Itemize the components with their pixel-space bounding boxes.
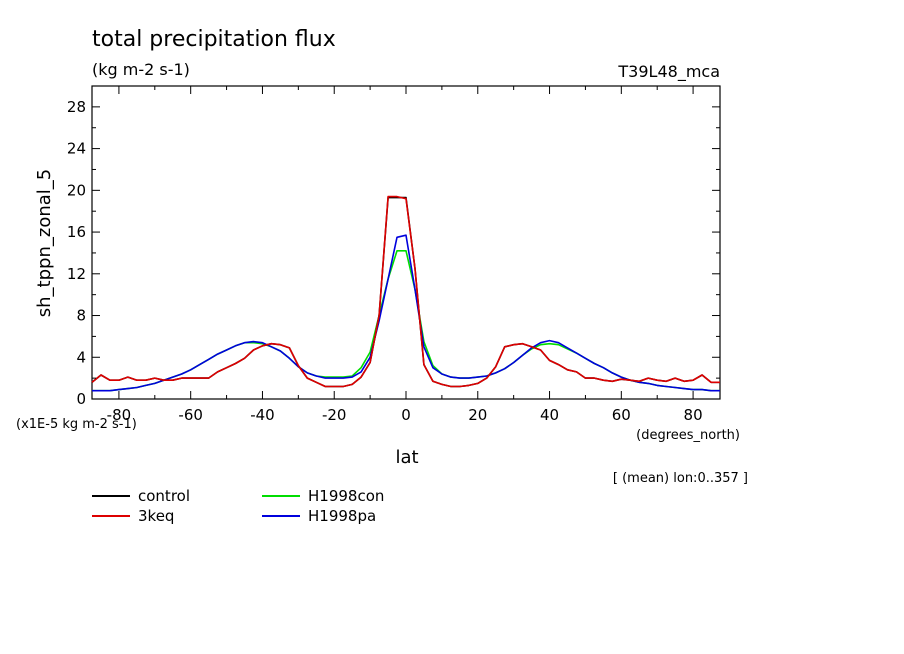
legend-label-h1998con: H1998con [308,487,384,505]
legend: control 3keq H1998con H1998pa [92,487,384,525]
x-tick-label: -40 [250,406,275,424]
y-tick-label: 0 [76,390,86,408]
legend-item-h1998con: H1998con [262,487,384,505]
legend-label-control: control [138,487,190,505]
series-line-3keq [91,195,720,388]
experiment-label: T39L48_mca [617,62,720,82]
chart-subtitle: (kg m-2 s-1) [92,60,190,79]
series-line-h1998con [92,250,720,392]
y-tick-label: 4 [76,348,86,366]
x-tick-label: 60 [612,406,631,424]
legend-item-h1998pa: H1998pa [262,507,376,525]
x-tick-label: -60 [178,406,203,424]
y-axis-label: sh_tppn_zonal_5 [34,169,55,317]
y-axis-units: (x1E-5 kg m-2 s-1) [16,417,137,432]
x-axis-units: (degrees_north) [636,428,740,443]
y-tick-label: 12 [67,265,86,283]
y-tick-label: 20 [67,181,86,199]
legend-label-h1998pa: H1998pa [308,507,376,525]
x-tick-label: -80 [107,406,132,424]
x-tick-label: -20 [322,406,347,424]
plot-area [91,195,720,392]
y-tick-label: 28 [67,98,86,116]
y-tick-label: 8 [76,307,86,325]
legend-item-control: control [92,487,190,505]
legend-item-3keq: 3keq [92,507,174,525]
x-tick-label: 0 [401,406,411,424]
footnote: [ (mean) lon:0..357 ] [613,471,748,486]
x-tick-label: 80 [684,406,703,424]
series-line-h1998pa [92,234,720,392]
x-tick-label: 40 [540,406,559,424]
axis-ticks: 0 4 8 12 16 20 24 28 -80 -60 -40 -20 0 20 40 60 80 [67,86,720,424]
legend-label-3keq: 3keq [138,507,174,525]
x-tick-label: 20 [468,406,487,424]
x-axis-label: lat [395,447,418,468]
series-line-control [91,196,720,388]
chart-title: total precipitation flux [92,27,336,52]
y-tick-label: 16 [67,223,86,241]
plot-frame [91,85,721,400]
y-tick-label: 24 [67,140,86,158]
